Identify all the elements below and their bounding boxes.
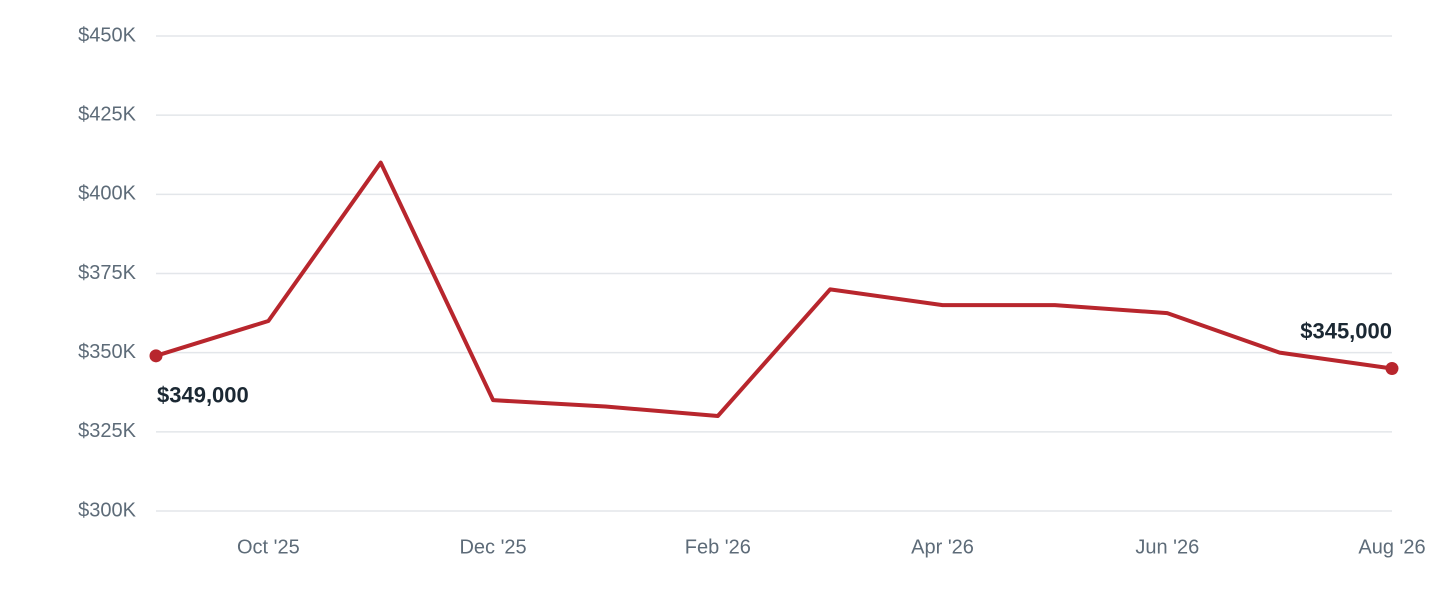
data-label: $349,000 (157, 383, 249, 408)
end-point (149, 349, 163, 363)
y-tick-label: $300K (78, 499, 136, 521)
data-label: $345,000 (1300, 318, 1392, 343)
end-point (1385, 362, 1399, 375)
x-tick-label: Oct '25 (237, 536, 300, 558)
x-tick-label: Jun '26 (1135, 536, 1199, 558)
y-tick-label: $350K (78, 341, 136, 363)
x-tick-label: Apr '26 (911, 536, 974, 558)
y-tick-label: $325K (78, 420, 136, 442)
x-tick-label: Feb '26 (685, 536, 751, 558)
y-tick-label: $425K (78, 103, 136, 125)
y-tick-label: $400K (78, 183, 136, 205)
x-tick-label: Aug '26 (1358, 536, 1425, 558)
x-tick-label: Dec '25 (459, 536, 526, 558)
y-tick-label: $450K (78, 24, 136, 46)
line (155, 160, 1393, 418)
y-tick-label: $375K (78, 262, 136, 284)
